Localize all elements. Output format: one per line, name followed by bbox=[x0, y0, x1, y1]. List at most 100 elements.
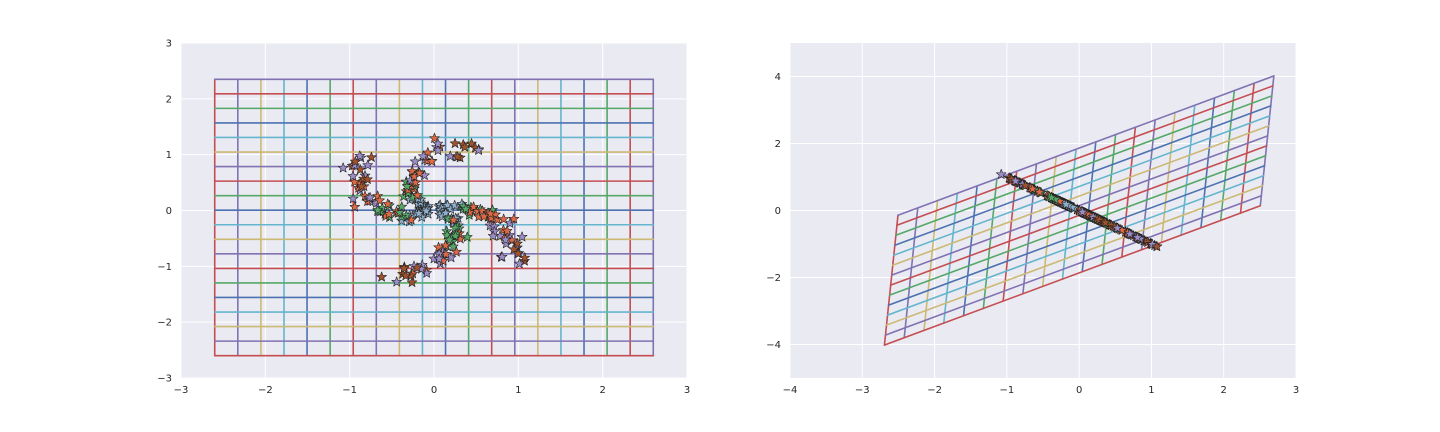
grid-line bbox=[1002, 170, 1018, 302]
data-point bbox=[364, 192, 376, 203]
grid-line bbox=[883, 204, 1262, 346]
y-tick-label: −2 bbox=[766, 273, 781, 284]
x-tick-label: −3 bbox=[855, 385, 870, 396]
data-point bbox=[1020, 180, 1031, 191]
data-point bbox=[396, 215, 407, 226]
data-point bbox=[349, 176, 360, 187]
x-tick-label: −4 bbox=[783, 385, 798, 396]
data-point bbox=[372, 204, 383, 215]
grid-line bbox=[888, 154, 1267, 296]
data-point bbox=[349, 159, 360, 170]
data-point bbox=[451, 246, 462, 257]
grid-line bbox=[893, 115, 1271, 257]
data-point bbox=[501, 238, 512, 249]
data-point bbox=[349, 201, 361, 212]
data-point bbox=[401, 209, 412, 220]
data-point bbox=[462, 231, 473, 242]
data-point bbox=[433, 253, 445, 264]
data-point bbox=[376, 271, 387, 282]
grid-line bbox=[1121, 126, 1137, 258]
data-point bbox=[508, 213, 520, 224]
data-point bbox=[420, 205, 432, 216]
data-point bbox=[512, 238, 523, 249]
x-tick-label: 3 bbox=[1293, 385, 1299, 396]
data-point bbox=[398, 262, 410, 273]
grid-line bbox=[886, 174, 1265, 316]
data-point bbox=[406, 276, 418, 287]
y-tick-label: 2 bbox=[166, 94, 172, 105]
x-tick-label: −2 bbox=[258, 385, 273, 396]
data-point bbox=[432, 138, 444, 149]
grid-line bbox=[1219, 89, 1236, 222]
grid-line bbox=[1061, 148, 1077, 280]
data-point bbox=[516, 231, 528, 242]
data-point bbox=[409, 156, 421, 167]
data-point bbox=[466, 138, 477, 149]
data-point bbox=[477, 205, 488, 216]
data-point bbox=[487, 230, 499, 241]
y-tick-label: −3 bbox=[157, 374, 172, 385]
grid-line bbox=[887, 164, 1266, 306]
x-tick-label: 1 bbox=[1148, 385, 1154, 396]
data-point bbox=[1027, 183, 1038, 194]
wire-grid bbox=[213, 78, 655, 357]
grid-line bbox=[903, 207, 919, 339]
data-point bbox=[519, 252, 531, 263]
data-point bbox=[400, 270, 411, 281]
data-point bbox=[450, 230, 461, 241]
data-point bbox=[412, 189, 423, 200]
data-point bbox=[1094, 214, 1105, 225]
x-tick-label: 2 bbox=[599, 385, 605, 396]
x-tick-label: 2 bbox=[1221, 385, 1227, 396]
grid-line bbox=[1140, 119, 1156, 251]
x-tick-label: 1 bbox=[515, 385, 521, 396]
y-tick-label: 1 bbox=[166, 150, 172, 161]
y-tick-label: 2 bbox=[775, 139, 781, 150]
data-point bbox=[500, 234, 511, 245]
data-point bbox=[394, 207, 405, 218]
data-point bbox=[501, 225, 513, 236]
data-point bbox=[406, 165, 418, 176]
wire-grid bbox=[883, 75, 1275, 346]
data-point bbox=[383, 208, 395, 219]
left-chart: −3 −2 −1 0 1 2 3 −3 −2 −1 0 1 2 3 bbox=[157, 39, 690, 397]
data-point bbox=[1132, 232, 1143, 243]
data-point bbox=[448, 214, 459, 225]
data-point bbox=[337, 162, 349, 173]
data-point bbox=[996, 168, 1007, 179]
grid-line bbox=[1101, 133, 1117, 266]
data-point bbox=[514, 258, 525, 269]
data-point bbox=[1010, 175, 1021, 186]
grid-line bbox=[884, 194, 1263, 336]
data-point bbox=[449, 137, 461, 148]
data-point bbox=[1034, 186, 1045, 197]
data-point bbox=[1100, 217, 1111, 228]
data-point bbox=[414, 167, 425, 178]
data-point bbox=[459, 141, 471, 152]
data-point bbox=[426, 155, 438, 166]
y-tick-label: 4 bbox=[775, 72, 781, 83]
data-point bbox=[362, 173, 373, 184]
star-markers bbox=[996, 168, 1163, 252]
data-point bbox=[519, 255, 530, 266]
x-tick-label: 3 bbox=[684, 385, 690, 396]
data-point bbox=[440, 207, 451, 218]
x-tick-label: −1 bbox=[999, 385, 1014, 396]
grid-line bbox=[894, 105, 1272, 247]
grid-line bbox=[1180, 104, 1196, 236]
grid-line bbox=[897, 75, 1275, 217]
grid-line bbox=[896, 85, 1274, 227]
x-tick-label: −1 bbox=[342, 385, 357, 396]
y-tick-label: 3 bbox=[166, 39, 172, 50]
grid-line bbox=[1041, 155, 1058, 288]
grid-line bbox=[891, 125, 1270, 267]
data-point bbox=[374, 195, 385, 206]
x-tick-label: 0 bbox=[1076, 385, 1082, 396]
data-point bbox=[468, 201, 479, 212]
y-tick-label: −4 bbox=[766, 340, 781, 351]
data-point bbox=[347, 193, 359, 204]
data-point bbox=[1151, 241, 1163, 252]
right-chart: −4 −3 −2 −1 0 1 2 3 −4 −2 0 2 4 bbox=[766, 43, 1299, 396]
grid-line bbox=[1259, 75, 1275, 207]
